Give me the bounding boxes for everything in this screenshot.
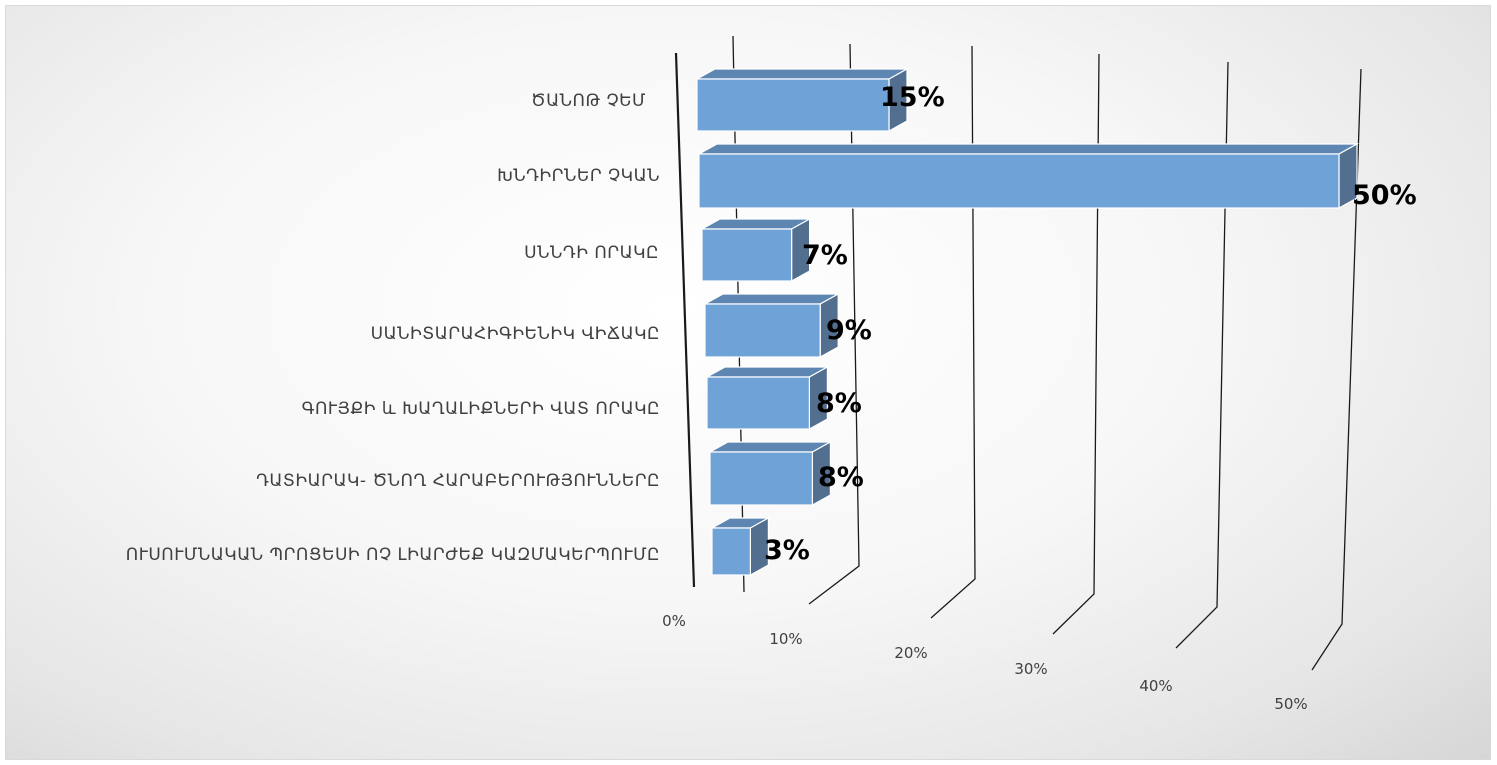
data-label: 3% <box>764 535 810 566</box>
gridline <box>808 43 860 605</box>
data-label: 8% <box>816 388 862 419</box>
category-label: ՍԱՆԻՏԱՐԱՀԻԳԻԵՆԻԿ ՎԻՃԱԿԸ <box>371 324 660 344</box>
bar <box>696 78 890 132</box>
bar <box>709 451 814 506</box>
category-label: ՍՆՆԴԻ ՈՐԱԿԸ <box>524 243 659 263</box>
gridline <box>1052 53 1100 635</box>
axis-line <box>674 52 696 588</box>
x-tick-label: 0% <box>662 612 686 630</box>
x-tick-label: 30% <box>1014 660 1047 678</box>
x-tick-label: 20% <box>894 644 927 662</box>
gridline <box>1175 61 1229 649</box>
gridline <box>1311 68 1362 671</box>
category-label: ԽՆԴԻՐՆԵՐ ՉԿԱՆ <box>497 166 660 186</box>
bar-top <box>694 68 910 80</box>
data-label: 9% <box>826 315 872 346</box>
data-label: 50% <box>1352 180 1417 211</box>
bar <box>701 228 793 282</box>
bar-top <box>707 441 833 453</box>
data-label: 8% <box>818 462 864 493</box>
x-tick-label: 10% <box>769 630 802 648</box>
x-tick-label: 40% <box>1139 677 1172 695</box>
chart-area: 0% 10% 20% 30% 40% 50% 15% ԾԱՆՈԹ ՉԵՄ 50% ԽՆԴԻՐՆԵՐ… <box>5 5 1491 760</box>
x-tick-label: 50% <box>1274 695 1307 713</box>
data-label: 7% <box>802 240 848 271</box>
gridline <box>930 45 976 619</box>
bars <box>694 67 1360 577</box>
category-label: ԳՈՒՅՔԻ և ԽԱՂԱԼԻՔՆԵՐԻ ՎԱՏ ՈՐԱԿԸ <box>302 399 660 419</box>
bar-top <box>704 366 830 378</box>
bar <box>706 376 811 430</box>
data-label: 15% <box>880 82 945 113</box>
labels: 0% 10% 20% 30% 40% 50% 15% ԾԱՆՈԹ ՉԵՄ 50% ԽՆԴԻՐՆԵՐ… <box>126 82 1417 713</box>
bar <box>711 527 752 576</box>
bar-top <box>696 143 1360 155</box>
category-label: ՈՒՍՈՒՄՆԱԿԱՆ ՊՐՈՑԵՍԻ ՈՉ ԼԻԱՐԺԵՔ ԿԱԶՄԱԿԵՐՊ… <box>126 545 660 565</box>
category-label: ԾԱՆՈԹ ՉԵՄ <box>531 91 646 111</box>
bar <box>698 153 1340 209</box>
bar-chart: 0% 10% 20% 30% 40% 50% 15% ԾԱՆՈԹ ՉԵՄ 50% ԽՆԴԻՐՆԵՐ… <box>126 35 1417 713</box>
category-label: ԴԱՏԻԱՐԱԿ- ԾՆՈՂ ՀԱՐԱԲԵՐՈՒԹՅՈՒՆՆԵՐԸ <box>256 471 660 491</box>
bar-top <box>702 293 841 305</box>
bar <box>704 303 821 358</box>
